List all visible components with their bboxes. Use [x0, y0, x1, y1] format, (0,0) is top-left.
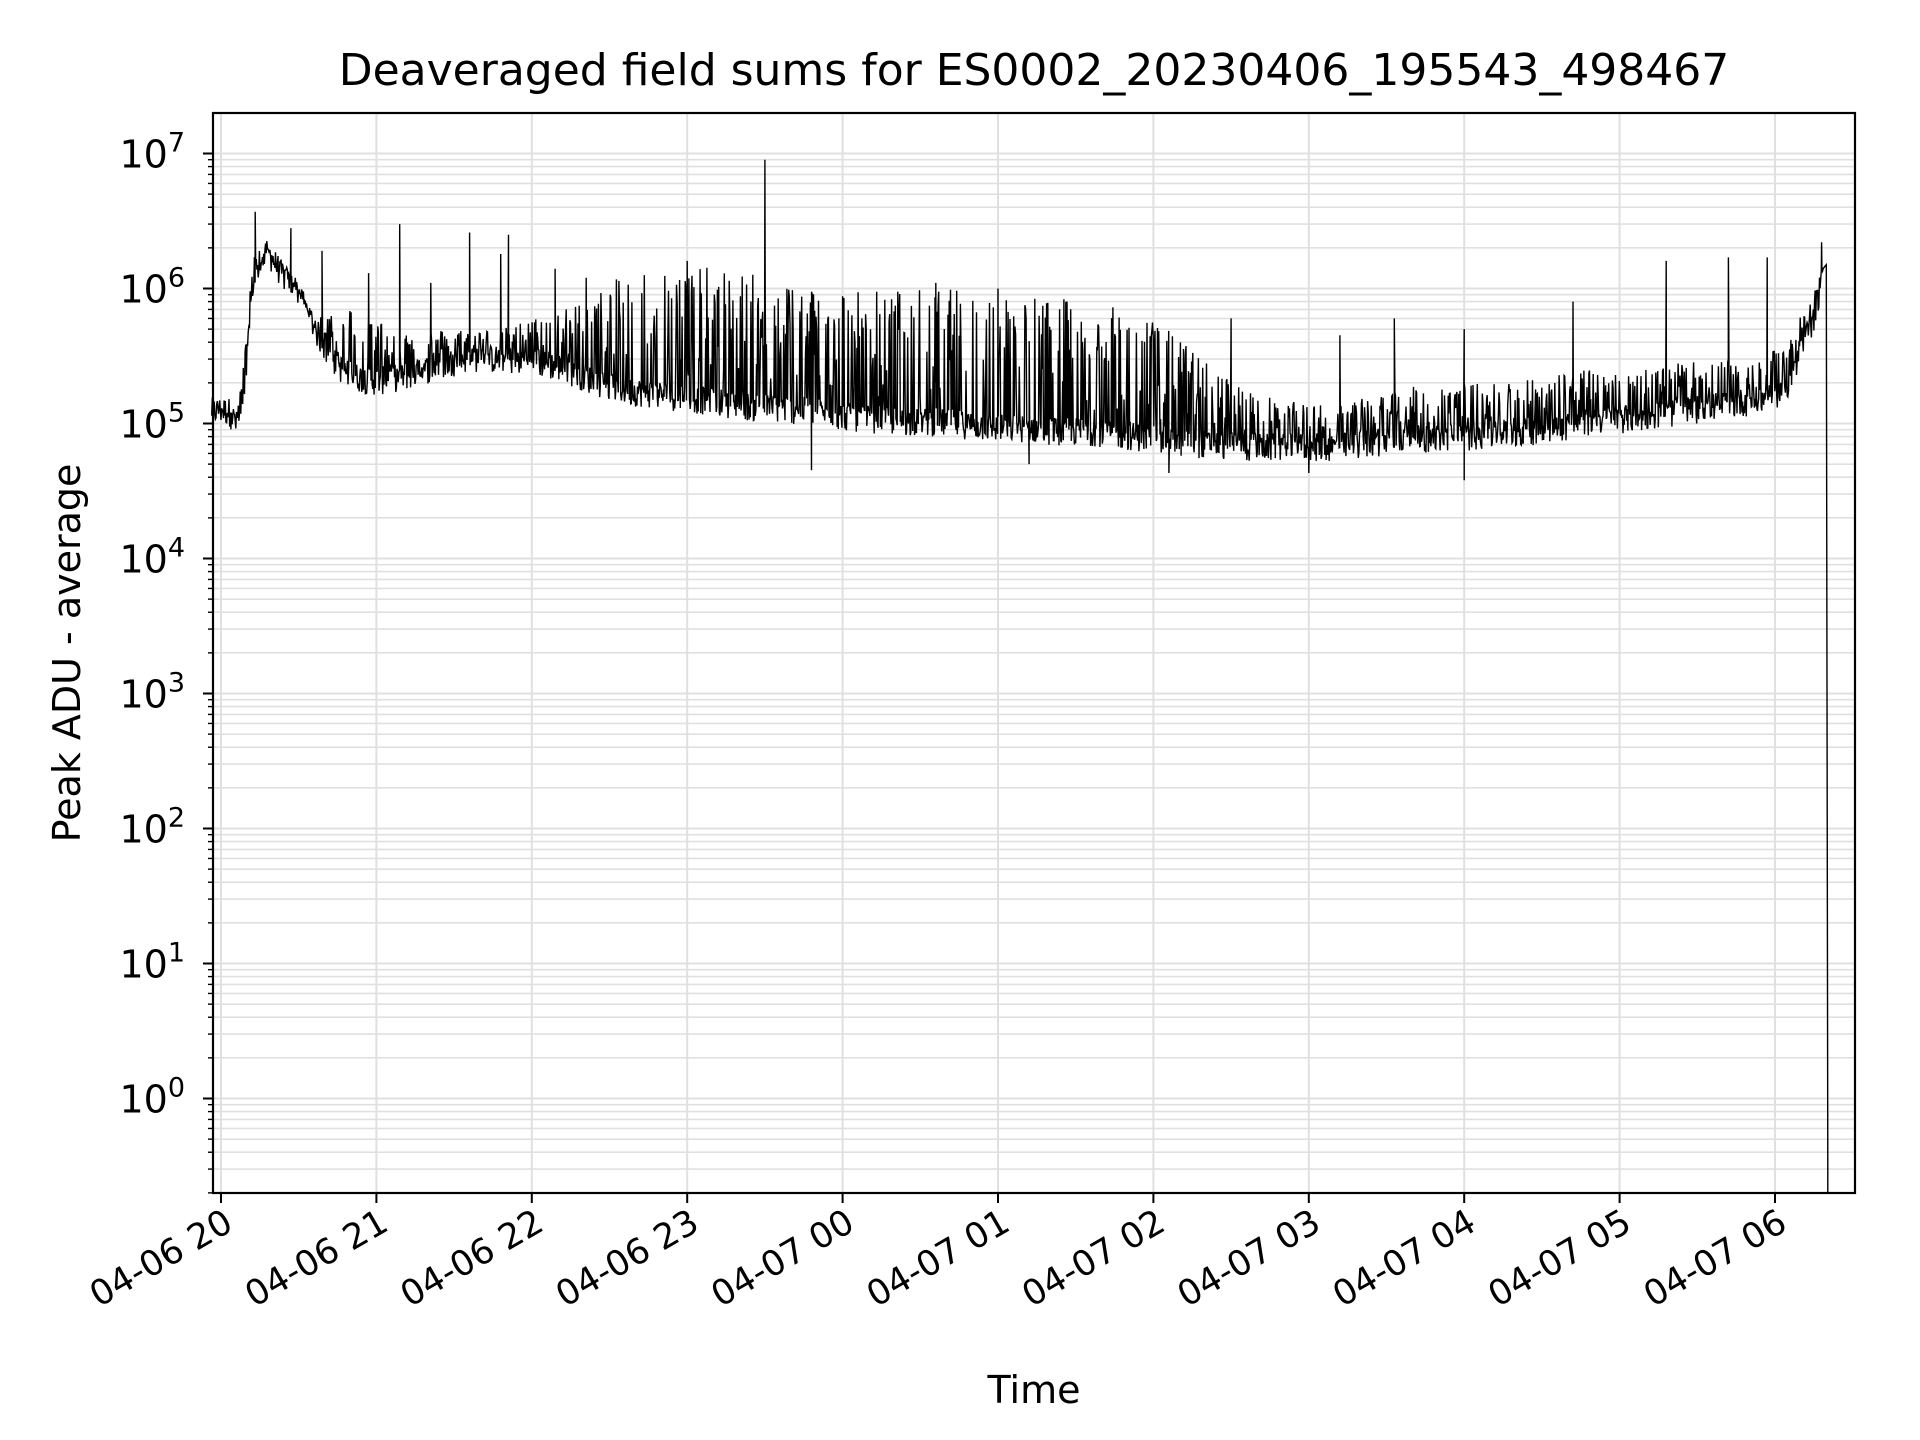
y-tick-label: 102	[119, 803, 185, 852]
y-axis-label: Peak ADU - average	[45, 464, 89, 843]
series-layer	[211, 159, 1829, 1193]
x-tick-label: 04-07 01	[860, 1202, 1016, 1315]
y-tick-label: 103	[119, 668, 185, 717]
x-tick-label: 04-06 23	[549, 1202, 705, 1315]
x-tick-label: 04-07 02	[1016, 1202, 1172, 1315]
y-tick-label: 104	[119, 533, 185, 582]
x-tick-label: 04-06 22	[394, 1202, 550, 1315]
y-tick-label: 101	[119, 938, 185, 987]
x-tick-label: 04-06 21	[239, 1202, 395, 1315]
y-tick-label: 100	[119, 1073, 185, 1122]
x-tick-label: 04-07 04	[1326, 1202, 1482, 1315]
x-tick-label: 04-06 20	[83, 1202, 239, 1315]
grid-layer	[213, 113, 1855, 1194]
y-tick-label: 106	[119, 263, 185, 312]
x-tick-label: 04-07 03	[1171, 1202, 1327, 1315]
x-tick-label: 04-07 06	[1637, 1202, 1793, 1315]
x-axis-label: Time	[987, 1368, 1081, 1412]
chart-title: Deaveraged field sums for ES0002_2023040…	[339, 45, 1730, 96]
y-tick-label: 107	[119, 128, 185, 177]
x-tick-label: 04-07 00	[705, 1202, 861, 1315]
x-tick-label: 04-07 05	[1482, 1202, 1638, 1315]
data-series-line	[211, 159, 1829, 1193]
y-tick-label: 105	[119, 398, 185, 447]
